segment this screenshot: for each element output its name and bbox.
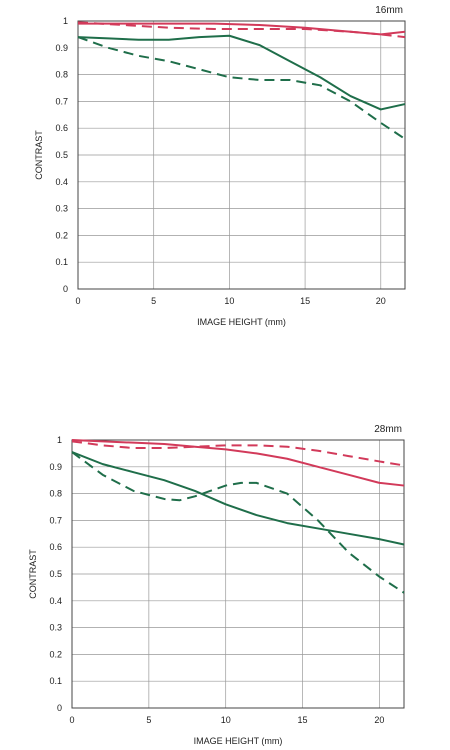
y-tick-label: 0.2 <box>49 649 62 659</box>
y-tick-label: 0.7 <box>55 96 68 106</box>
y-tick-label: 0.7 <box>49 515 62 525</box>
mtf-chart-28mm: 0 0.1 0.2 0.3 0.4 0.5 0.6 0.7 0.8 0.9 1 0 5 10 15 20 28m… <box>0 375 450 750</box>
y-tick-label: 0.9 <box>55 43 68 53</box>
mtf-chart-16mm: 0 0.1 0.2 0.3 0.4 0.5 0.6 0.7 0.8 0.9 1 0 5 10 15 20 16m… <box>34 5 406 327</box>
y-tick-label: 0.9 <box>49 462 62 472</box>
x-tick-label: 20 <box>376 296 386 306</box>
y-axis-label: CONTRAST <box>34 130 44 180</box>
y-tick-label: 0.4 <box>49 596 62 606</box>
chart-svg: 00.10.20.30.40.50.60.70.80.910 5 10 15 2016m… <box>34 5 406 327</box>
x-axis-label: IMAGE HEIGHT (mm) <box>197 317 286 327</box>
y-tick-label: 0.3 <box>49 623 62 633</box>
y-tick-label: 0.6 <box>55 123 68 133</box>
x-tick-label: 10 <box>221 715 231 725</box>
y-tick-label: 0.8 <box>55 70 68 80</box>
plot-frame <box>77 20 406 290</box>
y-axis-label: CONTRAST <box>28 549 38 599</box>
y-tick-label: 0.4 <box>55 177 68 187</box>
series-line-red-dashed <box>71 440 405 467</box>
y-tick-label: 0.5 <box>55 150 68 160</box>
x-axis-label: IMAGE HEIGHT (mm) <box>194 736 283 746</box>
y-tick-label: 0.2 <box>55 230 68 240</box>
y-tick-label: 1 <box>63 16 68 26</box>
x-tick-label: 0 <box>75 296 80 306</box>
chart-title: 16mm <box>375 5 403 16</box>
series-line-red-dashed <box>77 21 406 39</box>
series-line-red-solid <box>71 439 405 487</box>
y-tick-label: 0 <box>63 284 68 294</box>
series-line-green-solid <box>77 34 406 111</box>
plot-frame <box>71 439 405 709</box>
y-tick-label: 1 <box>57 435 62 445</box>
y-tick-label: 0.6 <box>49 542 62 552</box>
chart-title: 28mm <box>374 424 402 435</box>
series-line-green-dashed <box>77 36 406 140</box>
y-tick-label: 0.3 <box>55 204 68 214</box>
x-tick-label: 10 <box>224 296 234 306</box>
x-tick-label: 5 <box>151 296 156 306</box>
series-line-green-dashed <box>71 451 405 594</box>
x-tick-label: 15 <box>298 715 308 725</box>
y-tick-label: 0.8 <box>49 489 62 499</box>
x-tick-label: 20 <box>374 715 384 725</box>
chart-svg: 00.10.20.30.40.50.60.70.80.910 5 10 15 2028m… <box>28 424 405 746</box>
x-tick-label: 0 <box>69 715 74 725</box>
series-line-green-solid <box>71 451 405 546</box>
y-tick-label: 0.1 <box>49 676 62 686</box>
x-tick-label: 5 <box>146 715 151 725</box>
y-tick-label: 0.1 <box>55 257 68 267</box>
y-tick-label: 0 <box>57 703 62 713</box>
x-tick-label: 15 <box>300 296 310 306</box>
y-tick-label: 0.5 <box>49 569 62 579</box>
